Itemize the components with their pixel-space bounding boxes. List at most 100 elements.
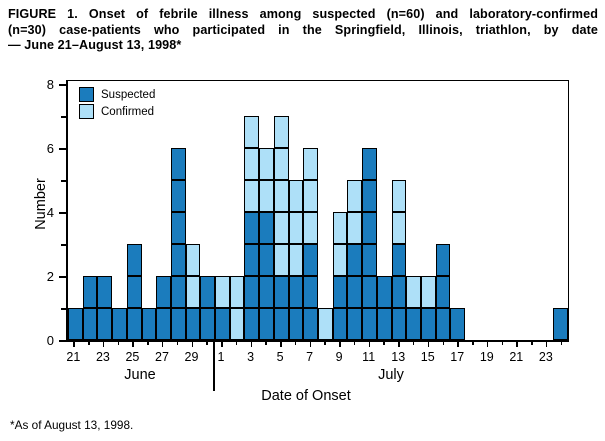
y-minor-tick-7 <box>61 116 66 118</box>
x-tick-july-12 <box>383 341 385 345</box>
x-tick-june-30 <box>206 341 208 345</box>
suspected-case-cell <box>126 276 142 308</box>
suspected-case-cell <box>170 180 186 212</box>
bar-july-5 <box>273 116 289 340</box>
suspected-case-cell <box>273 308 289 340</box>
bar-june-21 <box>68 308 83 340</box>
figure-title-line-3: — June 21–August 13, 1998* <box>8 38 182 53</box>
x-tick-july-14 <box>412 341 415 345</box>
suspected-case-cell <box>259 244 274 276</box>
suspected-case-cell <box>450 308 466 340</box>
suspected-case-cell <box>244 308 260 340</box>
suspected-case-cell <box>347 244 363 276</box>
suspected-case-cell <box>97 276 113 308</box>
bar-july-2 <box>229 276 245 340</box>
x-tick-label-july-23: 23 <box>538 350 553 364</box>
x-tick-june-25 <box>132 341 134 347</box>
suspected-case-cell <box>126 244 142 276</box>
y-tick-label-4: 4 <box>46 205 54 220</box>
suspected-case-cell <box>376 276 392 308</box>
confirmed-case-cell <box>332 212 348 244</box>
confirmed-case-cell <box>318 308 333 340</box>
x-tick-label-july-1: 1 <box>217 350 225 364</box>
suspected-case-cell <box>259 308 274 340</box>
footnote: *As of August 13, 1998. <box>10 418 134 432</box>
y-tick-label-0: 0 <box>46 333 54 348</box>
x-tick-label-june-21: 21 <box>66 350 81 364</box>
x-tick-july-24 <box>560 341 563 345</box>
confirmed-case-cell <box>273 212 289 244</box>
bar-june-27 <box>156 276 171 340</box>
bar-july-1 <box>215 276 230 340</box>
x-tick-june-27 <box>161 341 164 347</box>
confirmed-case-cell <box>273 244 289 276</box>
x-tick-july-10 <box>353 341 356 345</box>
confirmed-color-swatch <box>79 104 94 119</box>
bar-june-30 <box>200 276 216 340</box>
x-tick-label-july-5: 5 <box>276 350 284 364</box>
suspected-case-cell <box>288 308 304 340</box>
x-tick-label-july-11: 11 <box>362 350 376 364</box>
suspected-case-cell <box>303 276 318 308</box>
bar-june-29 <box>185 244 201 340</box>
suspected-case-cell <box>362 148 377 180</box>
suspected-case-cell <box>273 276 289 308</box>
suspected-case-cell <box>362 308 377 340</box>
month-label-july: July <box>378 367 404 383</box>
confirmed-case-cell <box>406 276 421 308</box>
x-tick-label-june-27: 27 <box>155 350 169 364</box>
june-july-divider-line <box>213 341 215 391</box>
suspected-case-cell <box>406 308 421 340</box>
suspected-case-cell <box>303 244 318 276</box>
y-tick-label-8: 8 <box>46 77 54 92</box>
bar-july-8 <box>318 308 333 340</box>
x-tick-label-july-15: 15 <box>420 350 435 364</box>
suspected-case-cell <box>362 276 377 308</box>
bar-july-7 <box>303 148 318 340</box>
suspected-case-cell <box>126 308 142 340</box>
confirmed-case-cell <box>259 148 274 180</box>
y-tick-6 <box>59 148 66 150</box>
legend-label-confirmed: Confirmed <box>101 105 155 118</box>
x-tick-july-15 <box>427 341 430 347</box>
bar-june-26 <box>141 308 157 340</box>
confirmed-case-cell <box>229 308 245 340</box>
bar-july-10 <box>347 180 363 340</box>
suspected-case-cell <box>362 244 377 276</box>
x-tick-label-july-3: 3 <box>247 350 255 364</box>
y-minor-tick-3 <box>61 244 66 246</box>
confirmed-case-cell <box>288 244 304 276</box>
confirmed-case-cell <box>185 244 201 276</box>
bar-june-28 <box>170 148 186 340</box>
suspected-case-cell <box>170 148 186 180</box>
suspected-case-cell <box>332 276 348 308</box>
x-tick-label-july-19: 19 <box>479 350 494 364</box>
y-axis-label: Number <box>33 178 49 230</box>
confirmed-case-cell <box>303 212 318 244</box>
x-tick-label-july-9: 9 <box>335 350 343 364</box>
x-tick-label-july-17: 17 <box>450 350 465 364</box>
x-tick-july-17 <box>457 341 459 347</box>
suspected-case-cell <box>435 244 451 276</box>
y-tick-4 <box>59 212 66 214</box>
confirmed-case-cell <box>185 276 201 308</box>
suspected-case-cell <box>215 308 230 340</box>
bar-july-16 <box>435 244 451 340</box>
legend: Suspected Confirmed <box>79 87 155 121</box>
suspected-case-cell <box>347 308 363 340</box>
suspected-case-cell <box>185 308 201 340</box>
confirmed-case-cell <box>273 116 289 148</box>
suspected-case-cell <box>362 180 377 212</box>
suspected-case-cell <box>97 308 113 340</box>
x-tick-july-7 <box>309 341 312 347</box>
x-tick-june-21 <box>73 341 75 347</box>
bar-july-13 <box>391 180 407 340</box>
x-tick-july-8 <box>324 341 326 345</box>
bar-july-6 <box>288 180 304 340</box>
suspected-case-cell <box>259 212 274 244</box>
x-tick-july-1 <box>221 341 223 347</box>
x-tick-june-26 <box>147 341 149 345</box>
suspected-case-cell <box>170 244 186 276</box>
confirmed-case-cell <box>244 148 260 180</box>
